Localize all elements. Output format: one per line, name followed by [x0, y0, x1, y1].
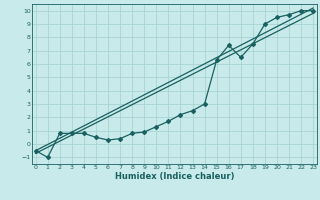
- X-axis label: Humidex (Indice chaleur): Humidex (Indice chaleur): [115, 172, 234, 181]
